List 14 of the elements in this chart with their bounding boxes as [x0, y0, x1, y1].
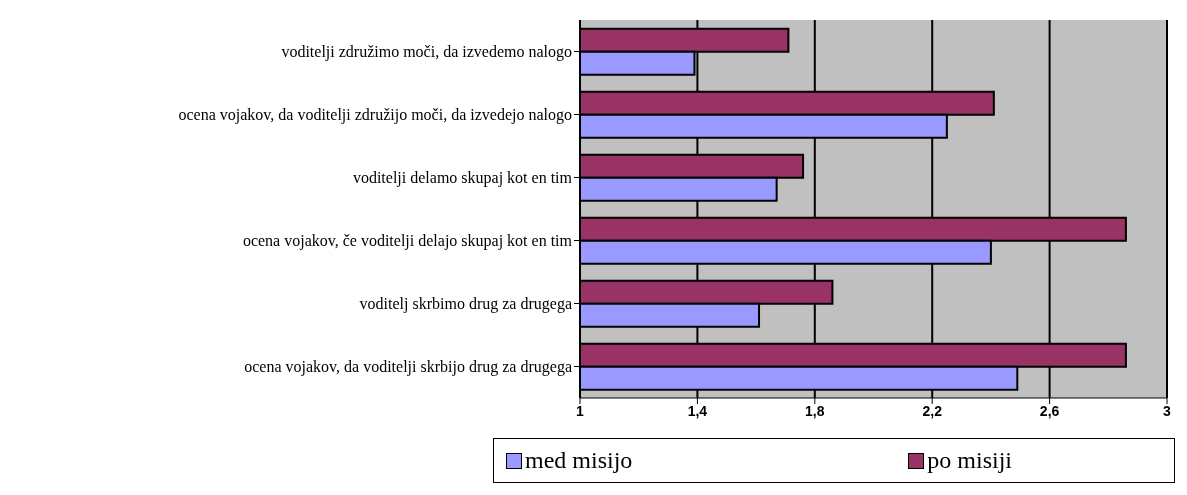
y-tick-label: ocena vojakov, da voditelji združijo moči, da izvedejo nalogo	[178, 106, 572, 125]
legend-label: med misijo	[524, 447, 633, 474]
y-tick-label: ocena vojakov, če voditelji delajo skupaj kot en tim	[242, 232, 573, 251]
y-tick-label: voditelji delamo skupaj kot en tim	[352, 169, 573, 188]
y-tick-label: ocena vojakov, da voditelji skrbijo drug za drugega	[244, 358, 572, 377]
x-tick-label: 1	[576, 402, 585, 419]
x-tick-label: 2,2	[922, 402, 943, 419]
x-tick-label: 1,4	[687, 402, 708, 419]
x-tick-label: 2,6	[1039, 402, 1060, 419]
y-tick-label: voditelji združimo moči, da izvedemo nalogo	[281, 43, 572, 62]
x-tick-label: 1,8	[805, 402, 825, 419]
legend-label: po misiji	[926, 447, 1012, 474]
x-tick-label: 3	[1163, 402, 1172, 419]
y-tick-label: voditelj skrbimo drug za drugega	[359, 295, 572, 314]
